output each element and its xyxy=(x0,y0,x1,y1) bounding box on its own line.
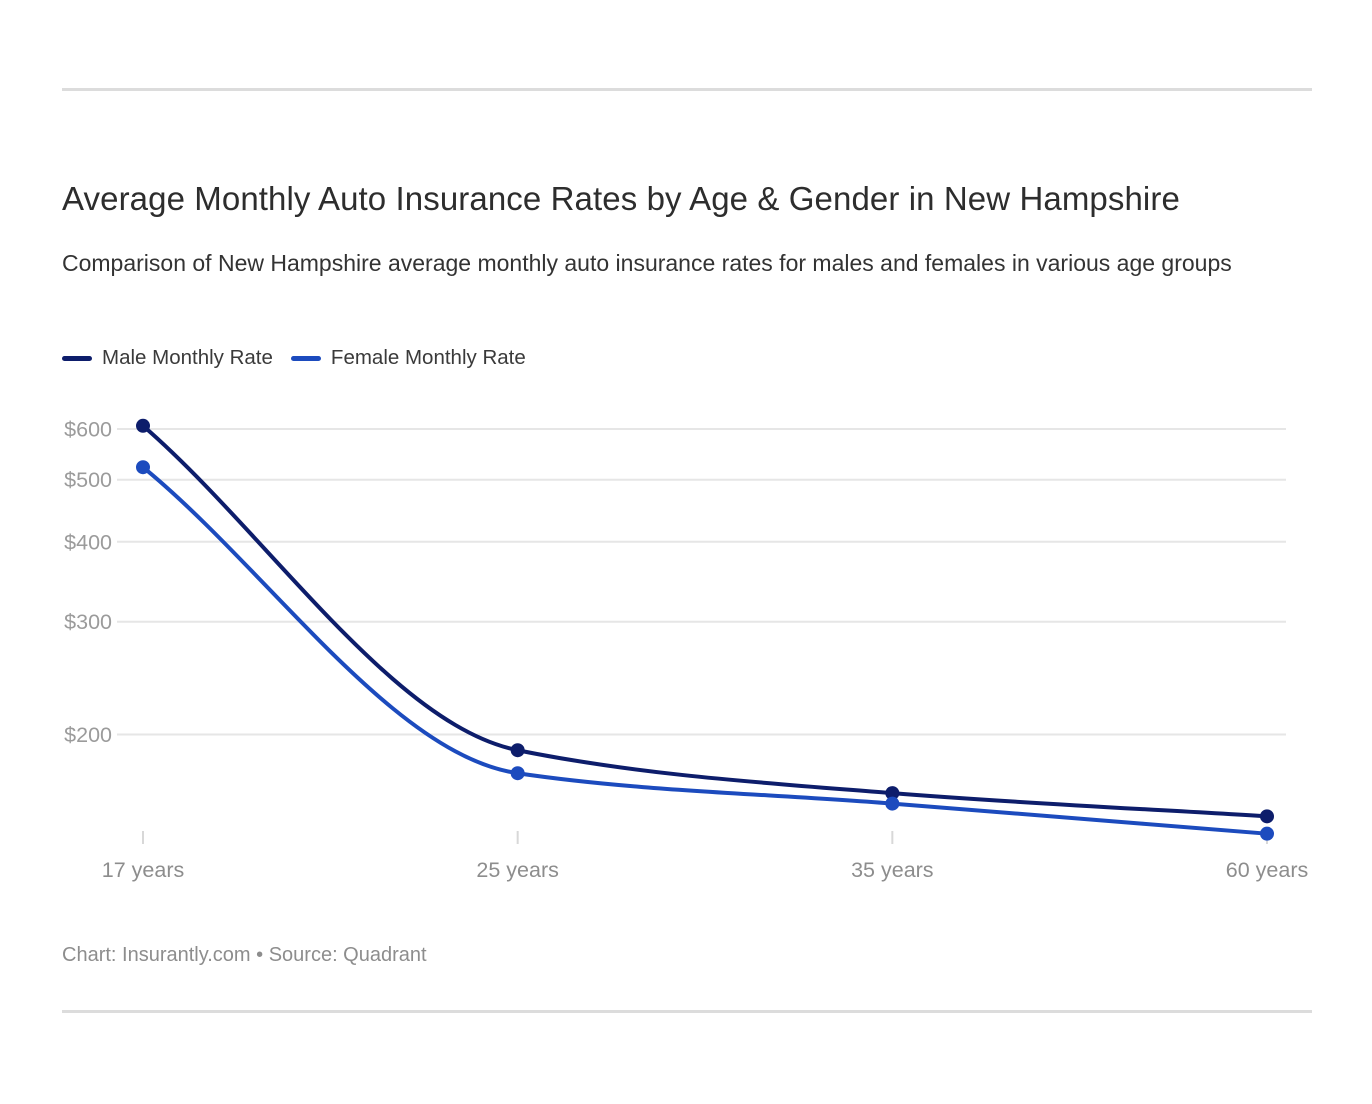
data-point-female-monthly-rate-17-years[interactable] xyxy=(136,460,150,475)
chart-caption: Chart: Insurantly.com • Source: Quadrant xyxy=(62,944,427,966)
y-axis-label: $200 xyxy=(64,723,112,747)
legend-item-male: Male Monthly Rate xyxy=(62,346,273,370)
data-point-female-monthly-rate-25-years[interactable] xyxy=(510,766,525,781)
x-axis-label: 17 years xyxy=(102,858,184,882)
series-line-female-monthly-rate xyxy=(141,465,1269,836)
legend: Male Monthly Rate Female Monthly Rate xyxy=(62,346,526,370)
data-point-male-monthly-rate-60-years[interactable] xyxy=(1260,809,1274,824)
legend-label-female: Female Monthly Rate xyxy=(330,346,526,369)
x-axis-label: 35 years xyxy=(851,858,933,882)
male-series-swatch-icon xyxy=(62,355,92,361)
data-point-female-monthly-rate-60-years[interactable] xyxy=(1260,826,1274,841)
legend-label-male: Male Monthly Rate xyxy=(102,346,273,369)
chart-title: Average Monthly Auto Insurance Rates by … xyxy=(62,180,1180,218)
data-point-male-monthly-rate-17-years[interactable] xyxy=(136,418,150,433)
series-line-male-monthly-rate xyxy=(141,423,1269,819)
female-series-swatch-icon xyxy=(290,355,321,361)
data-point-male-monthly-rate-35-years[interactable] xyxy=(885,786,900,801)
legend-item-female: Female Monthly Rate xyxy=(290,346,526,370)
y-axis-label: $500 xyxy=(64,468,112,492)
x-axis-label: 60 years xyxy=(1226,858,1308,882)
chart-subtitle: Comparison of New Hampshire average mont… xyxy=(62,250,1232,276)
x-axis-label: 25 years xyxy=(476,858,558,882)
data-point-male-monthly-rate-25-years[interactable] xyxy=(510,743,525,758)
y-axis-label: $600 xyxy=(64,417,112,441)
top-divider xyxy=(62,88,1312,91)
data-point-female-monthly-rate-35-years[interactable] xyxy=(885,796,900,811)
y-axis-label: $400 xyxy=(64,530,112,554)
y-axis-label: $300 xyxy=(64,610,112,634)
bottom-divider xyxy=(62,1010,1312,1013)
